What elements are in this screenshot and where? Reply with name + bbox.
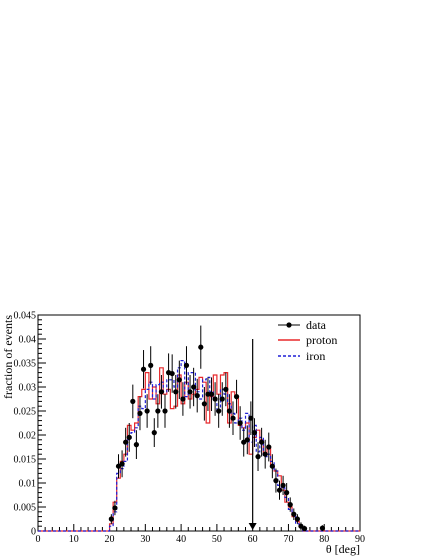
data-point (155, 408, 161, 414)
x-tick-label: 0 (36, 534, 41, 545)
data-point (137, 410, 143, 416)
x-tick-label: 40 (176, 534, 186, 545)
y-tick-label: 0.02 (19, 431, 37, 442)
x-tick-label: 20 (105, 534, 115, 545)
y-tick-label: 0 (31, 527, 36, 538)
y-tick-label: 0.025 (14, 407, 37, 418)
plot-frame (37, 314, 361, 532)
data-point (162, 408, 168, 414)
data-point (262, 451, 268, 457)
y-tick-label: 0.045 (14, 311, 37, 322)
data-point (119, 461, 125, 467)
data-point (284, 490, 290, 496)
data-point (180, 396, 186, 402)
data-point (276, 487, 283, 493)
x-tick-label: 50 (212, 534, 222, 545)
x-axis: 0 10 20 30 40 50 60 70 80 90 (36, 524, 365, 545)
data-point (126, 434, 132, 440)
y-axis: 0 0.005 0.01 0.015 0.02 0.025 0.03 0.035 0.04 0.0… (14, 311, 46, 538)
cut-arrow-head (248, 523, 257, 530)
data-point (294, 516, 300, 522)
data-point (237, 420, 243, 426)
data-point (144, 408, 150, 414)
y-tick-label: 0.01 (19, 479, 37, 490)
data-point (198, 344, 204, 350)
data-point (208, 391, 215, 397)
data-point (133, 442, 139, 448)
data-point (148, 362, 154, 368)
legend-label: iron (306, 349, 325, 363)
x-tick-label: 80 (319, 534, 329, 545)
y-tick-label: 0.035 (14, 359, 37, 370)
data-point (259, 439, 265, 445)
data-point (219, 396, 225, 402)
data-point (269, 463, 275, 469)
data-point (205, 391, 211, 397)
data-point (230, 415, 236, 421)
x-axis-title: θ [deg] (326, 542, 360, 556)
iron-histogram (38, 360, 360, 532)
x-tick-label: 60 (248, 534, 258, 545)
data-point (194, 393, 200, 399)
data-point (244, 437, 250, 443)
data-point (108, 516, 114, 522)
x-tick-label: 70 (283, 534, 293, 545)
data-point (223, 386, 229, 392)
data-point (201, 401, 207, 407)
data-point (151, 430, 157, 436)
data-point (280, 482, 286, 488)
y-tick-label: 0.005 (14, 503, 37, 514)
data-point (216, 408, 222, 414)
data-point (140, 366, 147, 372)
data-point (169, 370, 175, 377)
data-point (301, 526, 308, 532)
data-point (183, 362, 190, 368)
data-point (233, 394, 240, 400)
legend-label: data (306, 318, 327, 332)
data-point (255, 454, 261, 460)
data-point (158, 389, 165, 395)
x-tick-label: 90 (355, 534, 365, 545)
data-point (191, 384, 197, 390)
x-tick-label: 30 (140, 534, 150, 545)
data-point (173, 389, 179, 395)
data-point (123, 439, 129, 445)
data-point (176, 377, 182, 383)
legend-data-marker (286, 322, 292, 328)
data-point (226, 408, 233, 414)
legend-label: proton (306, 333, 337, 347)
data-point (212, 396, 218, 402)
x-tick-label: 10 (69, 534, 79, 545)
y-tick-label: 0.015 (14, 455, 37, 466)
data-point (266, 444, 272, 450)
data-point (291, 511, 297, 517)
series-layer (38, 325, 360, 532)
data-point (319, 525, 326, 531)
data-point (112, 505, 118, 511)
y-tick-label: 0.04 (19, 335, 37, 346)
y-tick-label: 0.03 (19, 383, 37, 394)
data-point (287, 502, 293, 508)
data-point (187, 389, 193, 395)
data-point (130, 398, 136, 404)
data-point (273, 478, 279, 484)
y-axis-title: fraction of events (1, 315, 15, 399)
